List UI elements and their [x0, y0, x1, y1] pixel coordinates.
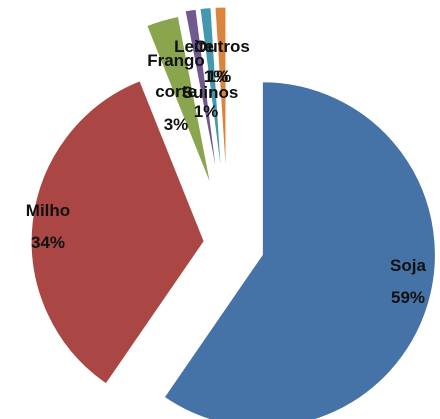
data-label-outros-value: 1% [207, 67, 232, 86]
pie-slice-milho [30, 80, 205, 385]
pie-slice-frango-corte [146, 15, 212, 187]
pie-slice-suinos [199, 7, 223, 181]
labels-layer: Soja 59% Milho 34% Frango corte 3% Leite… [26, 37, 427, 307]
pie-slice-soja [163, 81, 436, 419]
data-label-milho-value: 34% [31, 233, 65, 252]
data-label-milho-name: Milho [26, 201, 70, 220]
data-label-outros-name: Outros [194, 37, 250, 56]
data-label-soja-value: 59% [391, 288, 425, 307]
slices-layer [30, 6, 436, 419]
data-label-frango-corte-line2: corte [155, 82, 197, 101]
data-label-suinos-name: Suinos [182, 83, 239, 102]
data-label-suinos-value: 1% [204, 67, 229, 86]
data-label-frango-corte-line1: Frango [147, 51, 205, 70]
data-label-leite-name: Leite [174, 37, 214, 56]
data-label-leite-value: 1% [194, 102, 219, 121]
pie-slice-outros [214, 6, 227, 181]
data-label-frango-corte-value: 3% [164, 115, 189, 134]
pie-slice-leite [184, 8, 219, 181]
data-label-soja-name: Soja [390, 256, 426, 275]
